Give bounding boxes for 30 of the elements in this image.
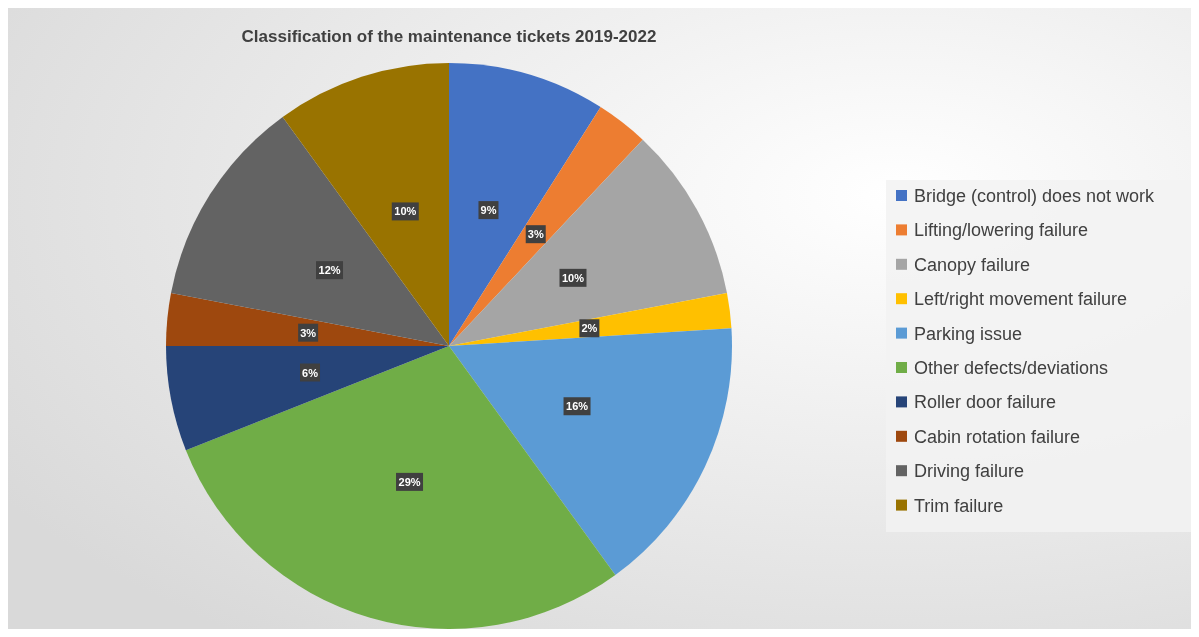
legend-label: Left/right movement failure xyxy=(914,289,1128,310)
data-label: 9% xyxy=(480,204,497,217)
legend-label: Cabin rotation failure xyxy=(914,426,1081,447)
data-label: 3% xyxy=(300,326,317,339)
legend-label: Parking issue xyxy=(914,323,1023,344)
pie-slice xyxy=(449,107,643,346)
data-label: 6% xyxy=(302,366,319,379)
pie-slice xyxy=(171,117,449,346)
data-label: 10% xyxy=(394,205,417,218)
pie-slice xyxy=(282,63,449,346)
data-label: 29% xyxy=(398,475,421,488)
data-label: 10% xyxy=(561,271,585,284)
legend-label: Lifting/lowering failure xyxy=(914,220,1089,241)
data-label: 2% xyxy=(581,322,598,335)
chart-title: Classification of the maintenance tickets 2019-2022 xyxy=(241,27,657,46)
legend-label: Driving failure xyxy=(914,461,1025,482)
data-label: 3% xyxy=(527,228,544,241)
legend-label: Canopy failure xyxy=(914,254,1031,275)
pie-slice xyxy=(449,292,732,346)
data-label: 16% xyxy=(566,400,589,413)
legend-label: Other defects/deviations xyxy=(914,358,1109,378)
legend-label: Roller door failure xyxy=(914,392,1057,413)
pie-slice xyxy=(166,292,449,346)
pie-slice xyxy=(185,346,616,629)
pie-slice xyxy=(449,139,727,346)
data-label: 12% xyxy=(318,264,341,277)
pie-slice xyxy=(166,346,449,451)
legend-label: Bridge (control) does not work xyxy=(914,186,1156,206)
pie-slice xyxy=(449,63,601,346)
legend-label: Trim failure xyxy=(914,495,1004,516)
